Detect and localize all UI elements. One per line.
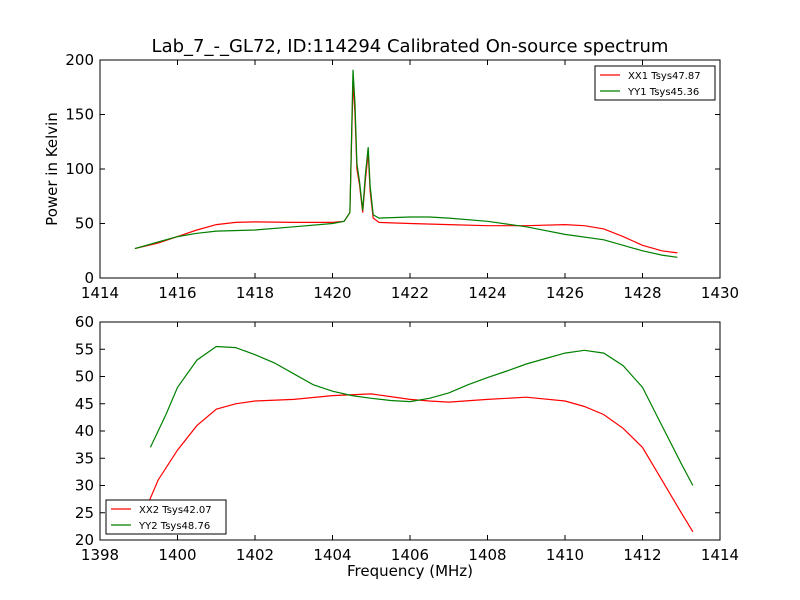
x-tick-label: 1418: [236, 284, 274, 302]
x-tick-label: 1412: [623, 546, 661, 564]
x-tick-label: 1406: [391, 546, 429, 564]
x-axis-label: Frequency (MHz): [347, 562, 473, 580]
x-tick-label: 1428: [623, 284, 661, 302]
y-tick-label: 35: [75, 449, 94, 467]
x-tick-label: 1430: [701, 284, 739, 302]
y-tick-label: 50: [75, 368, 94, 386]
x-tick-label: 1402: [236, 546, 274, 564]
y-tick-label: 60: [75, 313, 94, 331]
series-line-2: [149, 345, 694, 486]
legend-box: [594, 65, 716, 101]
x-tick-label: 1408: [468, 546, 506, 564]
y-tick-label: 30: [75, 477, 94, 495]
y-tick-label: 40: [75, 422, 94, 440]
legend-label: YY1 Tsys45.36: [627, 87, 699, 98]
y-tick-label: 50: [75, 215, 94, 233]
figure-title: Lab_7_-_GL72, ID:114294 Calibrated On-so…: [152, 36, 669, 57]
legend-label: XX2 Tsys42.07: [139, 505, 212, 516]
series-line-1: [145, 393, 694, 533]
y-axis-label: Power in Kelvin: [43, 112, 61, 226]
x-tick-label: 1410: [546, 546, 584, 564]
y-tick-label: 45: [75, 395, 94, 413]
legend: XX1 Tsys47.87 YY1 Tsys45.36: [594, 65, 716, 101]
y-tick-label: 55: [75, 340, 94, 358]
y-tick-label: 25: [75, 504, 94, 522]
y-tick-label: 100: [65, 160, 94, 178]
legend-label: YY2 Tsys48.76: [138, 521, 210, 532]
x-tick-label: 1420: [313, 284, 351, 302]
legend-box: [105, 499, 227, 535]
x-tick-label: 1426: [546, 284, 584, 302]
x-tick-label: 1422: [391, 284, 429, 302]
x-tick-label: 1424: [468, 284, 506, 302]
x-tick-label: 1404: [313, 546, 351, 564]
x-tick-label: 1416: [158, 284, 196, 302]
x-tick-label: 1398: [81, 546, 119, 564]
y-tick-label: 200: [65, 51, 94, 69]
x-tick-label: 1414: [701, 546, 739, 564]
series-line-2: [134, 69, 678, 258]
top-spectrum-plot: 1414 1416 1418 1420 1422 1424 1426 1428 1430 0 50 1…: [43, 51, 739, 302]
bottom-spectrum-plot: 1398 1400 1402 1404 1406 1408 1410 1412 1414 20 25…: [75, 313, 739, 580]
x-tick-label: 1414: [81, 284, 119, 302]
legend: XX2 Tsys42.07 YY2 Tsys48.76: [105, 499, 227, 535]
legend-label: XX1 Tsys47.87: [628, 71, 701, 82]
y-tick-label: 0: [84, 269, 94, 287]
y-tick-label: 150: [65, 106, 94, 124]
x-tick-label: 1400: [158, 546, 196, 564]
y-tick-label: 20: [75, 531, 94, 549]
